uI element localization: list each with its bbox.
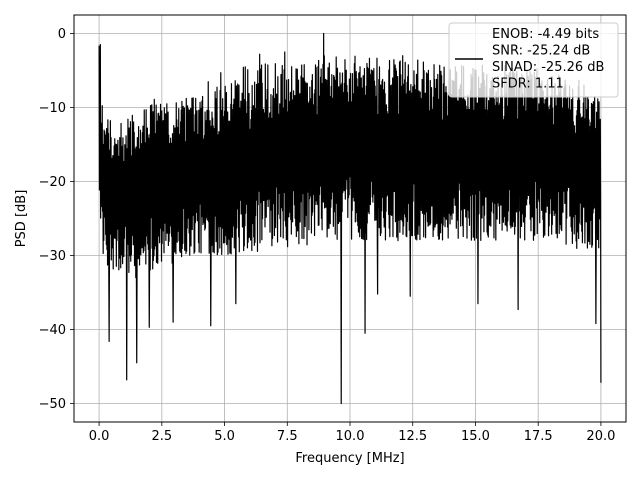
x-tick-label: 17.5 xyxy=(524,429,553,444)
x-tick-label: 2.5 xyxy=(151,429,172,444)
y-tick-label: −30 xyxy=(39,249,66,264)
x-tick-label: 10.0 xyxy=(336,429,365,444)
y-tick-label: −50 xyxy=(39,397,66,412)
x-tick-label: 20.0 xyxy=(586,429,615,444)
y-tick-label: −40 xyxy=(39,323,66,338)
y-tick-label: −10 xyxy=(39,101,66,116)
x-tick-label: 7.5 xyxy=(277,429,298,444)
x-axis-ticks: 0.0 2.5 5.0 7.5 10.0 12.5 15.0 17.5 20.0 xyxy=(89,422,615,444)
legend-enob: ENOB: -4.49 bits xyxy=(492,27,599,42)
plot-area xyxy=(98,32,602,405)
y-axis-label: PSD [dB] xyxy=(14,190,29,248)
x-axis-label: Frequency [MHz] xyxy=(295,451,404,466)
x-tick-label: 15.0 xyxy=(461,429,490,444)
legend-box xyxy=(448,22,619,98)
x-tick-label: 12.5 xyxy=(398,429,427,444)
y-axis-ticks: 0 −10 −20 −30 −40 −50 xyxy=(39,27,74,412)
x-tick-label: 5.0 xyxy=(214,429,235,444)
y-tick-label: 0 xyxy=(58,27,66,42)
legend-sinad: SINAD: -25.26 dB xyxy=(492,60,604,75)
psd-series-line xyxy=(98,32,602,405)
x-tick-label: 0.0 xyxy=(89,429,110,444)
legend-sfdr: SFDR: 1.11 xyxy=(492,77,564,92)
legend: ENOB: -4.49 bits SNR: -25.24 dB SINAD: -… xyxy=(448,22,619,98)
legend-snr: SNR: -25.24 dB xyxy=(492,44,590,59)
y-tick-label: −20 xyxy=(39,175,66,190)
